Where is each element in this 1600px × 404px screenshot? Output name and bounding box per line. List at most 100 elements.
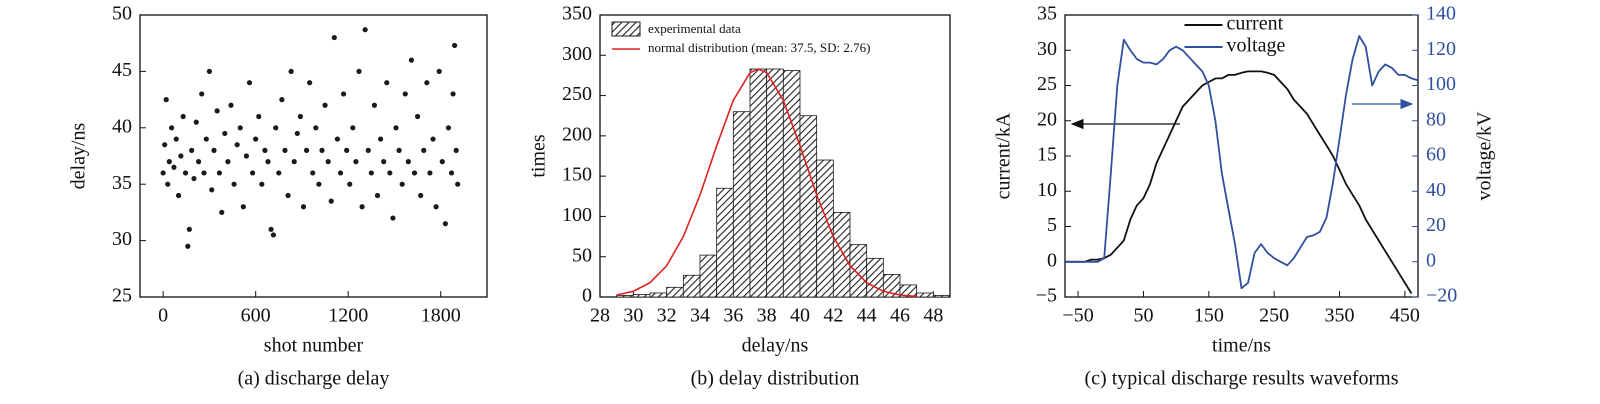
y-tick-label: 0 (582, 285, 592, 307)
point (374, 192, 381, 199)
point (171, 164, 177, 170)
point (325, 159, 331, 165)
point (436, 68, 442, 74)
point (165, 181, 171, 187)
point (180, 113, 186, 120)
point (350, 125, 356, 131)
x-tick-label: 50 (1133, 305, 1153, 327)
point (234, 142, 240, 148)
point (279, 97, 285, 103)
point (430, 136, 436, 142)
caption: (a) discharge delay (238, 368, 390, 390)
point (291, 159, 297, 165)
x-tick-label: 44 (857, 305, 877, 327)
point (371, 102, 378, 108)
plot-frame (139, 14, 488, 298)
point (303, 147, 310, 153)
bar (849, 244, 868, 298)
x-tick-label: 30 (623, 305, 643, 327)
point (294, 130, 300, 137)
y2-tick-label: 120 (1426, 38, 1456, 60)
y2-tick-label: 40 (1426, 179, 1446, 201)
point (270, 232, 277, 238)
x-tick-label: 42 (823, 305, 843, 327)
point (243, 153, 250, 159)
legend-label: experimental data (648, 21, 741, 36)
point (316, 181, 322, 187)
point (415, 113, 421, 120)
point (411, 170, 418, 176)
y-tick-label: 25 (112, 285, 132, 307)
y-tick-label: 35 (1037, 3, 1057, 25)
x-axis-title: time/ns (1212, 335, 1271, 357)
point (231, 181, 237, 187)
point (377, 136, 384, 142)
y-tick-label: 0 (1047, 249, 1057, 271)
x-tick-label: 38 (757, 305, 777, 327)
x-tick-label: 0 (158, 305, 168, 327)
y2-tick-label: −20 (1426, 285, 1457, 307)
bar (616, 294, 634, 298)
y-tick-label: 30 (112, 228, 132, 250)
point (162, 142, 168, 148)
y-tick-label: 150 (562, 164, 592, 186)
y-tick-label: 5 (1047, 214, 1057, 236)
point (199, 91, 205, 97)
point (402, 91, 408, 97)
x-tick-label: 48 (923, 305, 943, 327)
x-axis-title: delay/ns (742, 335, 809, 357)
point (334, 136, 341, 142)
y-tick-label: 45 (112, 59, 132, 81)
bar (649, 292, 668, 298)
point (356, 68, 362, 74)
y-tick-label: 300 (562, 43, 592, 65)
y-tick-label: 350 (562, 3, 592, 25)
point (203, 136, 209, 142)
legend-label: current (1227, 13, 1284, 35)
point (185, 243, 191, 249)
bar (749, 68, 768, 298)
bar (799, 115, 818, 298)
caption: (b) delay distribution (691, 368, 860, 390)
point (322, 102, 328, 108)
x-tick-label: 450 (1390, 305, 1420, 327)
point (206, 68, 212, 74)
point (396, 147, 402, 153)
point (256, 113, 262, 120)
bar (766, 68, 784, 298)
point (186, 226, 192, 232)
point (253, 136, 259, 142)
point (175, 192, 182, 199)
point (365, 147, 371, 153)
y-tick-label: 40 (112, 115, 132, 137)
y2-tick-label: 100 (1426, 73, 1456, 95)
legend-label: normal distribution (mean: 37.5, SD: 2.7… (648, 40, 870, 55)
y-tick-label: 20 (1037, 108, 1057, 130)
point (163, 97, 169, 103)
bar (932, 294, 951, 298)
x-tick-label: 46 (890, 305, 910, 327)
y-tick-label: 10 (1037, 179, 1057, 201)
point (384, 80, 390, 86)
y-tick-label: 250 (562, 83, 592, 105)
point (249, 170, 256, 176)
point (285, 192, 291, 199)
x-tick-label: 40 (790, 305, 810, 327)
point (211, 147, 217, 153)
plot-frame (1064, 14, 1419, 298)
point (328, 198, 334, 204)
point (222, 130, 228, 137)
point (297, 113, 303, 120)
x-tick-label: 1200 (328, 305, 368, 327)
bar (732, 111, 751, 298)
point (418, 192, 424, 199)
point (193, 119, 199, 125)
y-tick-label: 35 (112, 172, 132, 194)
point (344, 147, 350, 153)
x-tick-label: 28 (590, 305, 610, 327)
normal-curve (616, 68, 917, 298)
y-axis-title: times (528, 134, 550, 178)
legend-swatch (611, 21, 641, 37)
point (347, 181, 353, 187)
